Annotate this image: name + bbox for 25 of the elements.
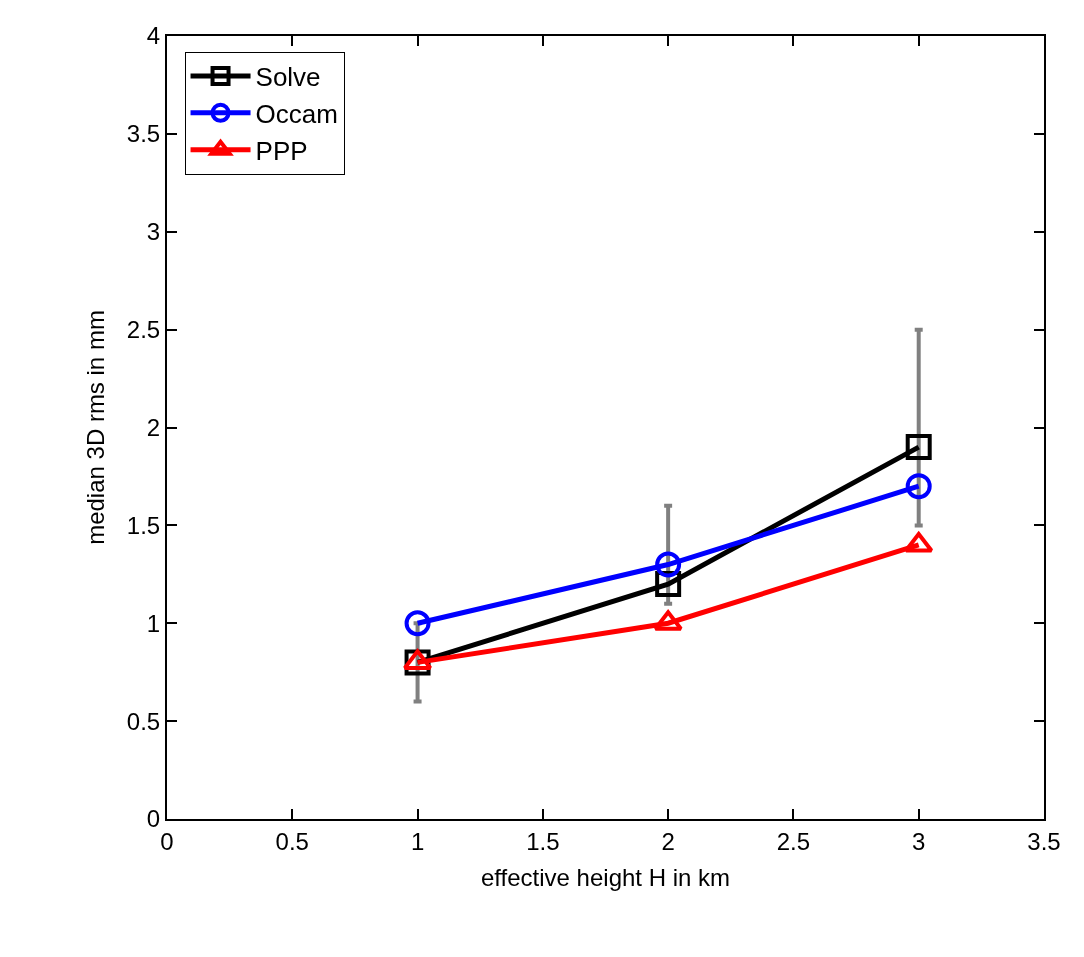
x-tick-label: 3 <box>912 827 926 855</box>
y-tick-label: 0 <box>146 805 161 833</box>
point <box>905 434 932 461</box>
point <box>404 610 431 637</box>
legend-label: Solve <box>255 62 321 93</box>
y-tick-label: 1.5 <box>126 511 161 539</box>
y-tick-label: 2.5 <box>126 316 161 344</box>
x-tick-label: 2.5 <box>776 827 811 855</box>
y-tick-label: 3 <box>146 218 161 246</box>
y-tick-label: 4 <box>146 22 161 50</box>
legend-label: PPP <box>255 135 308 166</box>
x-tick-label: 1.5 <box>526 827 560 855</box>
x-tick-label: 3.5 <box>1027 827 1061 855</box>
x-axis-title: effective height H in km <box>480 863 731 891</box>
y-tick-label: 3.5 <box>126 120 161 148</box>
y-axis-title: median 3D rms in mm <box>82 310 110 545</box>
point <box>905 473 932 500</box>
x-tick-label: 2 <box>661 827 675 855</box>
x-tick-label: 0.5 <box>275 827 309 855</box>
point <box>655 551 682 578</box>
y-tick-label: 2 <box>146 413 161 441</box>
x-tick-label: 1 <box>410 827 425 855</box>
y-tick-label: 1 <box>146 609 161 637</box>
y-tick-label: 0.5 <box>126 707 161 735</box>
legend-label: Occam <box>255 99 338 129</box>
